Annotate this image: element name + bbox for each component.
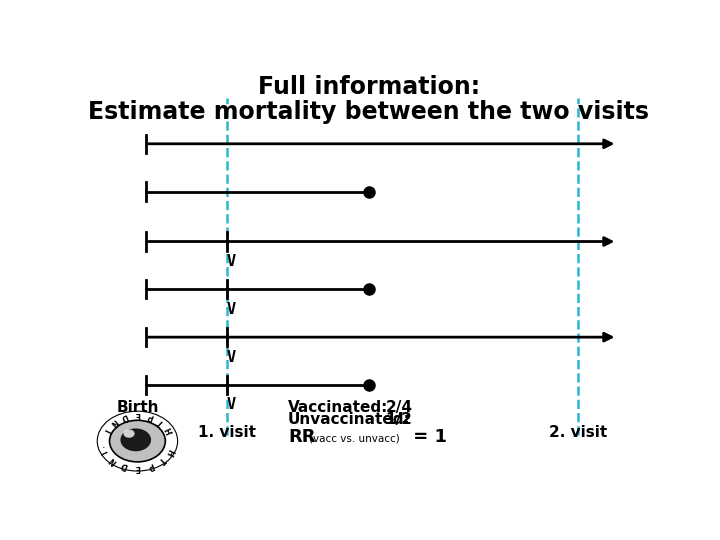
Text: T: T bbox=[156, 455, 166, 465]
Circle shape bbox=[120, 428, 151, 451]
Text: N: N bbox=[108, 455, 119, 465]
Text: Full information:: Full information: bbox=[258, 75, 480, 99]
Text: E: E bbox=[135, 463, 140, 472]
Text: N: N bbox=[108, 416, 119, 428]
Text: V: V bbox=[227, 349, 235, 364]
Text: Birth: Birth bbox=[116, 400, 158, 415]
Text: H: H bbox=[164, 425, 175, 435]
Text: Vaccinated:: Vaccinated: bbox=[288, 400, 389, 415]
Circle shape bbox=[109, 420, 166, 462]
Text: V: V bbox=[227, 397, 235, 413]
Text: 2/4: 2/4 bbox=[386, 400, 413, 415]
Text: RR: RR bbox=[288, 428, 315, 446]
Text: 1/2: 1/2 bbox=[386, 412, 413, 427]
Text: (vacc vs. unvacc): (vacc vs. unvacc) bbox=[310, 434, 400, 443]
Text: 1. visit: 1. visit bbox=[198, 426, 256, 440]
Text: = 1: = 1 bbox=[407, 428, 447, 446]
Text: D: D bbox=[120, 411, 129, 422]
Text: 2. visit: 2. visit bbox=[549, 426, 608, 440]
Text: D: D bbox=[120, 460, 129, 471]
Circle shape bbox=[124, 429, 135, 438]
Text: ·: · bbox=[102, 443, 105, 453]
Text: H: H bbox=[164, 447, 175, 457]
Text: ·: · bbox=[170, 429, 174, 440]
Text: P: P bbox=[146, 411, 155, 422]
Text: V: V bbox=[227, 254, 235, 269]
Text: P: P bbox=[146, 460, 155, 471]
Text: I: I bbox=[101, 427, 110, 433]
Text: V: V bbox=[227, 302, 235, 317]
Text: T: T bbox=[156, 417, 166, 427]
Text: Estimate mortality between the two visits: Estimate mortality between the two visit… bbox=[89, 100, 649, 124]
Text: I: I bbox=[101, 449, 110, 455]
Text: E: E bbox=[135, 410, 140, 420]
Text: Unvaccinated:: Unvaccinated: bbox=[288, 412, 411, 427]
